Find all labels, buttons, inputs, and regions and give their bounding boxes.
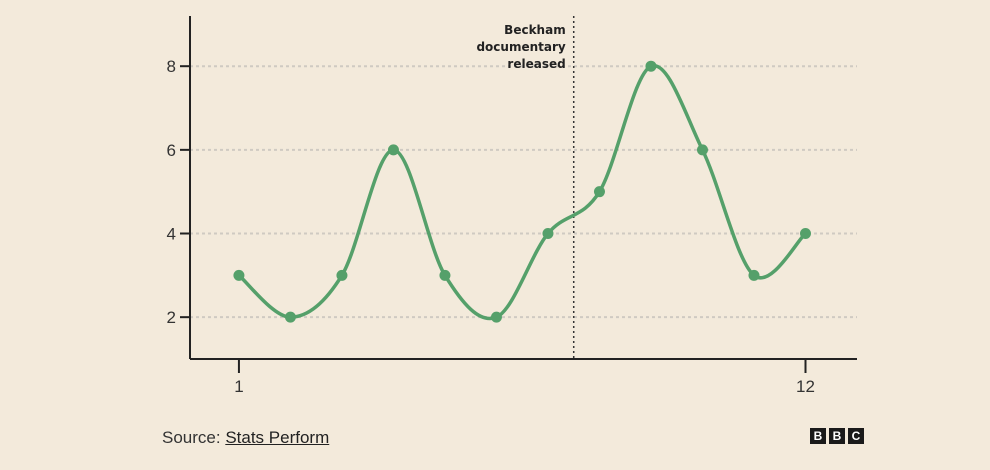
y-tick-label: 6 — [167, 141, 176, 160]
x-tick-label: 12 — [796, 377, 815, 396]
annotation-text: documentary — [476, 40, 565, 54]
y-tick-label: 4 — [167, 225, 176, 244]
y-tick-label: 8 — [167, 57, 176, 76]
data-point — [336, 269, 348, 281]
data-point — [799, 228, 811, 240]
source-prefix: Source: — [162, 428, 226, 447]
line-chart: 2 4 6 8 1 12 Beckham documentary released — [167, 16, 857, 396]
source-link[interactable]: Stats Perform — [225, 428, 330, 447]
logo-letter: B — [829, 428, 845, 444]
logo-letter: B — [810, 428, 826, 444]
data-point — [748, 269, 760, 281]
annotation-text: released — [507, 57, 565, 71]
logo-letter: C — [848, 428, 864, 444]
data-point — [284, 311, 296, 323]
bbc-logo: B B C — [810, 428, 864, 444]
data-point — [645, 60, 657, 72]
data-point — [439, 269, 451, 281]
data-point — [490, 311, 502, 323]
data-point — [233, 269, 245, 281]
x-tick-label: 1 — [234, 377, 243, 396]
data-point — [542, 228, 554, 240]
data-point — [696, 144, 708, 156]
y-tick-label: 2 — [167, 308, 176, 327]
series-line — [237, 64, 808, 321]
annotation-text: Beckham — [504, 23, 566, 37]
data-point — [593, 186, 605, 198]
data-point — [387, 144, 399, 156]
source-note: Source: Stats Perform — [162, 428, 329, 448]
